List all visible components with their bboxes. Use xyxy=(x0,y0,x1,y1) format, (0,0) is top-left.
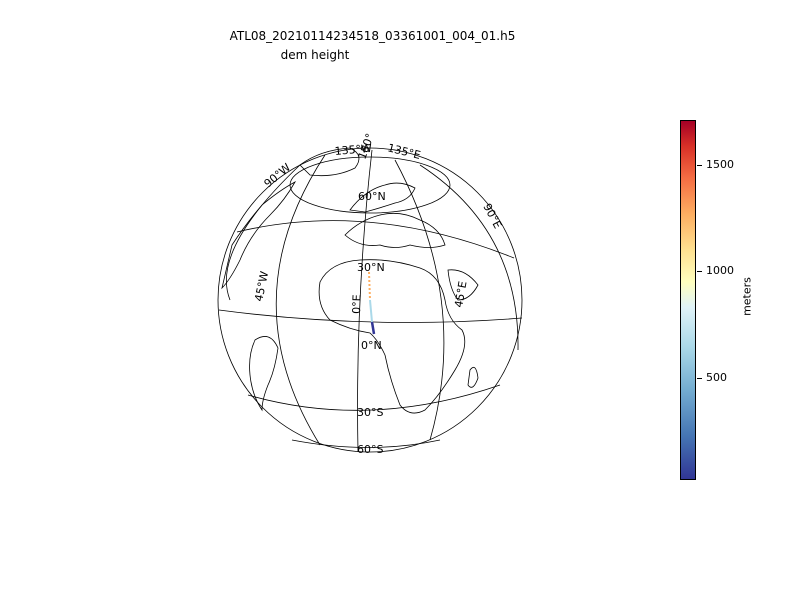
colorbar-units: meters xyxy=(740,277,754,316)
lon-0-line xyxy=(357,149,373,453)
colorbar-tick-500 xyxy=(697,378,702,379)
track-upper xyxy=(368,271,371,301)
lon-90w-line xyxy=(226,164,301,301)
lon-45w-line xyxy=(275,154,326,446)
lon-label-135e: 135°E xyxy=(386,141,422,162)
globe-outline xyxy=(217,147,523,453)
colorbar-label-1000: 1000 xyxy=(706,264,734,277)
colorbar-tick-1500 xyxy=(697,165,702,166)
lat-label-30n: 30°N xyxy=(357,261,385,274)
lon-label-45w: 45°W xyxy=(252,270,271,303)
lat-30n-line xyxy=(236,220,515,259)
latitude-lines xyxy=(218,156,523,448)
figure-title: ATL08_20210114234518_03361001_004_01.h5 xyxy=(229,29,516,43)
figure-subtitle: dem height xyxy=(280,48,350,62)
scandinavia-coast xyxy=(349,182,416,213)
ground-track xyxy=(368,271,376,335)
north-america-coast xyxy=(221,181,297,290)
lat-label-60s: 60°S xyxy=(357,443,383,456)
colorbar-label-1500: 1500 xyxy=(706,158,734,171)
colorbar-label-500: 500 xyxy=(706,371,727,384)
lon-45e-line xyxy=(394,159,445,441)
madagascar-coast xyxy=(467,366,479,388)
arabia-coast xyxy=(447,269,479,301)
lat-30s-line xyxy=(247,384,501,411)
lon-90e-line xyxy=(419,164,519,351)
lat-label-0: 0°N xyxy=(361,339,382,352)
lat-0-line xyxy=(218,309,523,323)
south-america-coast xyxy=(249,336,279,412)
africa-coast xyxy=(318,259,466,414)
lon-label-135w: 135°W xyxy=(334,142,372,158)
track-middle xyxy=(369,299,373,323)
colorbar-tick-1000 xyxy=(697,271,702,272)
greenland-coast xyxy=(299,147,360,177)
lat-label-60n: 60°N xyxy=(358,190,386,203)
lat-label-30s: 30°S xyxy=(357,406,383,419)
longitude-lines xyxy=(226,149,519,453)
lon-label-45e: 45°E xyxy=(452,280,469,308)
lon-label-0e: 0°E xyxy=(350,294,364,314)
track-lower xyxy=(370,321,376,335)
coastlines xyxy=(221,147,479,414)
colorbar xyxy=(680,120,696,480)
lat-60s-line xyxy=(291,439,441,448)
europe-coast xyxy=(344,212,446,248)
